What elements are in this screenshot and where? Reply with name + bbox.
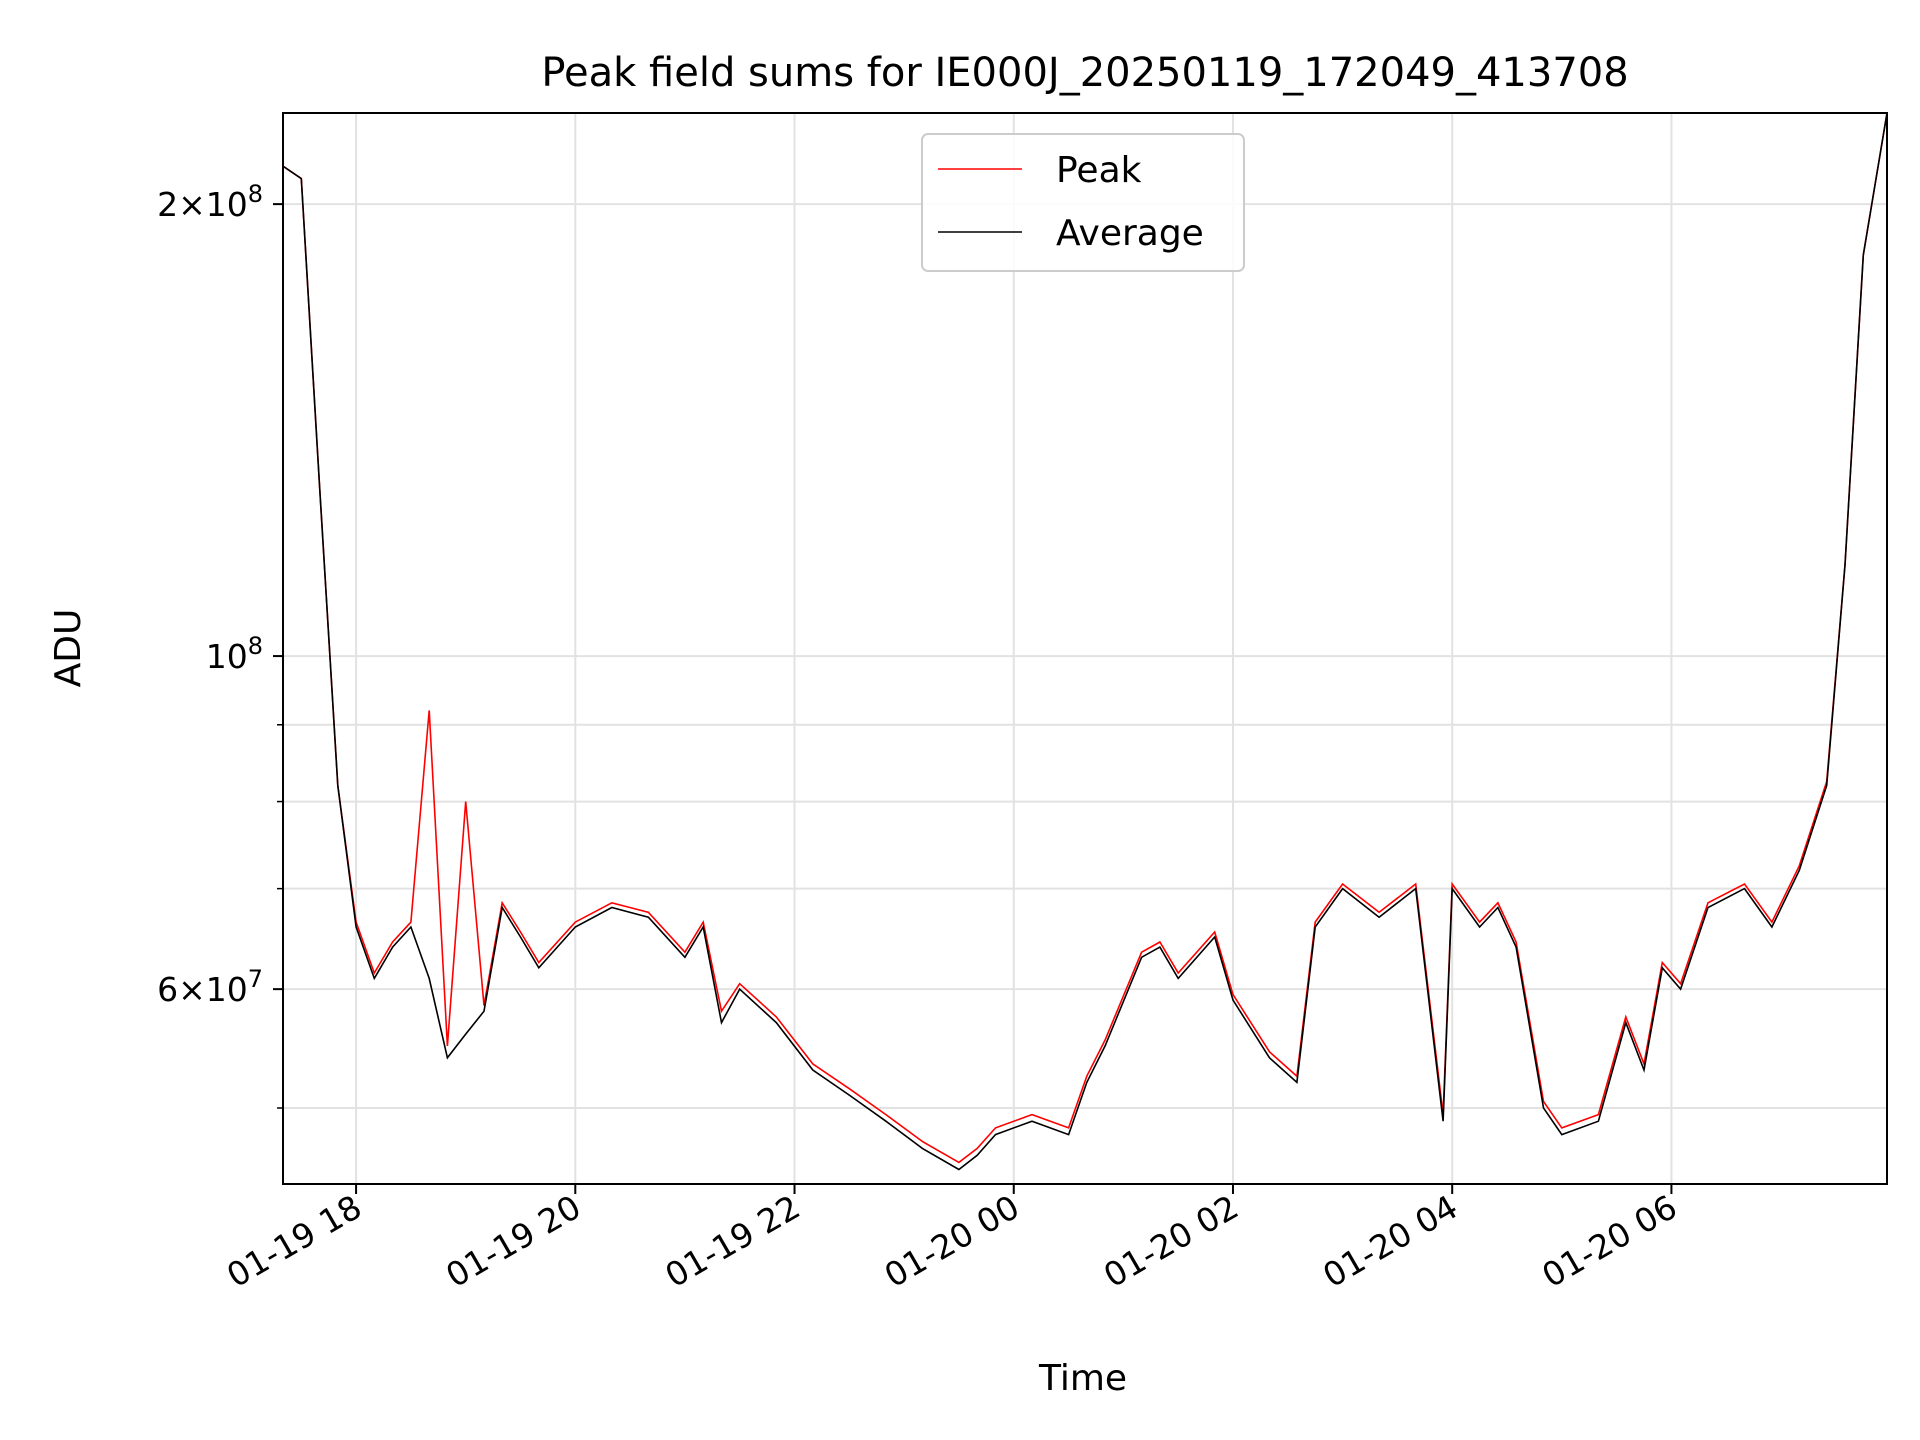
chart-title: Peak field sums for IE000J_20250119_1720… (541, 50, 1628, 96)
grid (283, 113, 1887, 1184)
y-axis: 2×108 108 6×107 (157, 180, 283, 1109)
y-axis-label: ADU (48, 609, 89, 688)
series-average-line (283, 113, 1887, 1171)
legend-label-peak: Peak (1056, 150, 1142, 191)
plot-frame (282, 112, 1888, 1185)
legend-label-average: Average (1056, 213, 1204, 254)
y-tick-label: 6×107 (157, 965, 263, 1009)
legend: Peak Average (921, 133, 1245, 272)
y-tick-label: 2×108 (157, 180, 263, 224)
y-tick-label: 108 (206, 632, 263, 676)
series-layer (283, 113, 1887, 1171)
x-axis-label: Time (1038, 1358, 1127, 1399)
series-peak-line (283, 113, 1887, 1164)
